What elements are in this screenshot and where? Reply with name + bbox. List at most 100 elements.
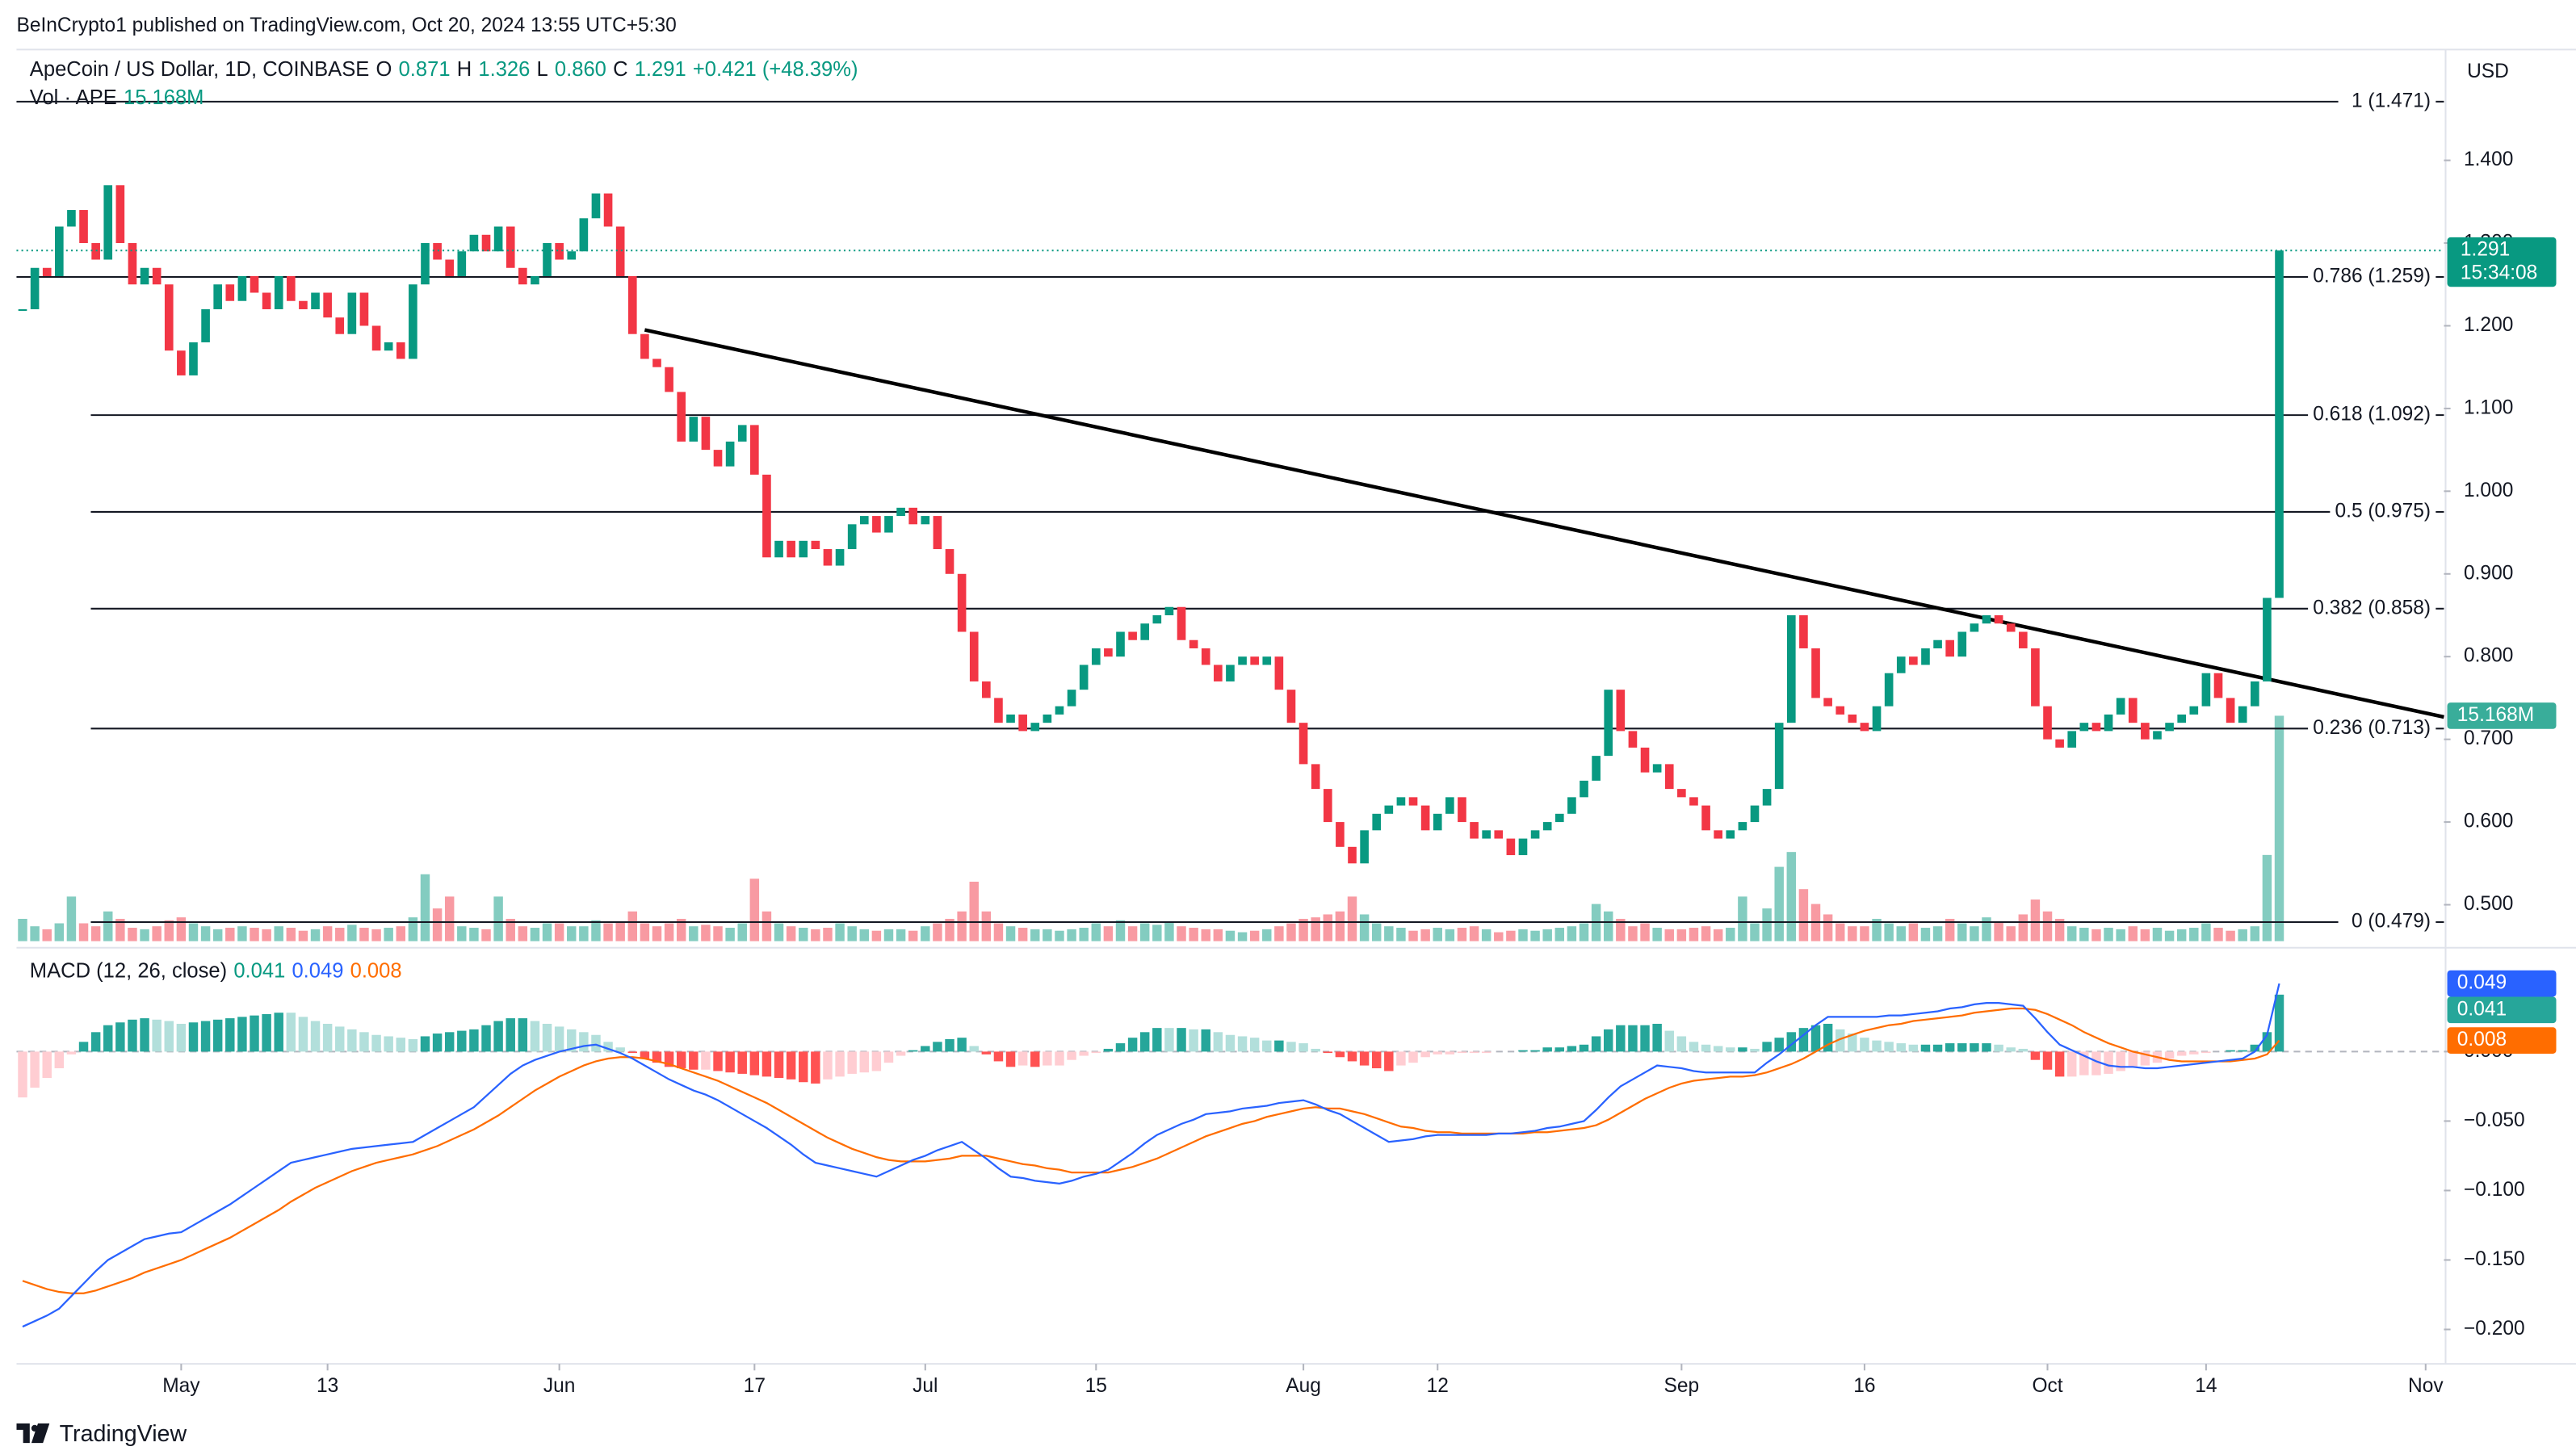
x-tick-label: Jun xyxy=(543,1375,576,1397)
macd-line xyxy=(22,983,2280,1328)
volume-bar xyxy=(54,923,65,941)
macd-histogram-bar xyxy=(1603,1029,1613,1052)
candle-body xyxy=(774,540,783,558)
candle-body xyxy=(1420,805,1430,831)
macd-histogram-bar xyxy=(481,1025,491,1052)
volume-bar xyxy=(1713,929,1723,941)
volume-bar xyxy=(1957,923,1967,941)
candle-body xyxy=(1262,656,1272,665)
y-tick-label: 1.400 xyxy=(2464,149,2513,170)
volume-bar xyxy=(2042,911,2053,941)
symbol-name: ApeCoin / US Dollar, 1D, COINBASE xyxy=(29,57,370,82)
candle-body xyxy=(994,698,1003,723)
candle-body xyxy=(2238,706,2247,723)
macd-layer xyxy=(16,983,2444,1328)
volume-bar xyxy=(896,929,906,941)
candle-body xyxy=(359,292,369,326)
volume-bar xyxy=(640,923,650,941)
candle-body xyxy=(1140,623,1150,640)
macd-signal-value: 0.008 xyxy=(350,959,402,983)
macd-histogram-bar xyxy=(1262,1040,1272,1052)
volume-bar xyxy=(2116,929,2125,941)
volume-bar xyxy=(957,911,967,941)
currency-button[interactable]: USD xyxy=(2467,59,2509,83)
macd-histogram-bar xyxy=(1177,1028,1186,1052)
macd-histogram-bar xyxy=(579,1032,589,1052)
macd-histogram-bar xyxy=(1518,1050,1528,1052)
macd-histogram-bar xyxy=(262,1013,271,1052)
volume-bar xyxy=(2140,929,2150,941)
y-tick-label: 1.100 xyxy=(2464,396,2513,418)
candle-body xyxy=(1445,797,1454,814)
macd-histogram-bar xyxy=(2079,1051,2089,1076)
macd-histogram-bar xyxy=(335,1026,345,1052)
volume-bar xyxy=(1494,932,1504,941)
candle-body xyxy=(201,308,210,342)
candle-body xyxy=(603,193,613,227)
candle-body xyxy=(1689,797,1698,806)
volume-legend: Vol · APE 15.168M xyxy=(30,86,204,109)
fib-level-label: 0.5 (0.975) xyxy=(2335,500,2431,522)
volume-bar xyxy=(2213,928,2223,941)
y-tick-label: 0.500 xyxy=(2464,893,2513,915)
candle-body xyxy=(2128,698,2138,723)
candle-body xyxy=(762,474,771,558)
y-tick-label: 0.900 xyxy=(2464,562,2513,584)
macd-histogram-bar xyxy=(518,1018,528,1052)
ohlc-value: 1.291 xyxy=(634,57,686,82)
macd-histogram-bar xyxy=(115,1022,125,1052)
volume-bar xyxy=(2189,928,2199,941)
volume-bar xyxy=(749,878,760,941)
macd-histogram-bar xyxy=(384,1036,393,1052)
candle-body xyxy=(579,218,589,252)
candle-body xyxy=(1043,714,1052,723)
macd-legend: MACD (12, 26, close) 0.041 0.049 0.008 xyxy=(30,959,402,983)
candle-body xyxy=(1580,780,1588,798)
candle-body xyxy=(957,573,967,632)
volume-bar xyxy=(1017,928,1028,941)
candle-body xyxy=(2055,739,2064,748)
candle-body xyxy=(1567,797,1576,814)
macd-histogram-bar xyxy=(1420,1051,1430,1058)
fib-label-bg xyxy=(2308,715,2436,740)
macd-histogram-bar xyxy=(1298,1043,1308,1052)
candle-body xyxy=(1018,714,1027,732)
brand-logo[interactable]: TradingView xyxy=(16,1420,187,1446)
macd-histogram-bar xyxy=(749,1051,760,1076)
candle-body xyxy=(1896,656,1906,673)
candle-body xyxy=(884,516,893,533)
volume-bar xyxy=(225,928,235,941)
macd-hist-value: 0.041 xyxy=(233,959,286,983)
macd-histogram-bar xyxy=(2250,1044,2260,1052)
volume-bar xyxy=(140,929,149,941)
macd-histogram-bar xyxy=(176,1023,187,1052)
macd-histogram-bar xyxy=(1957,1043,1967,1052)
candle-body xyxy=(1384,805,1394,814)
volume-bar xyxy=(335,928,345,941)
volume-bar xyxy=(1067,929,1076,941)
candle-body xyxy=(140,267,149,285)
volume-bar xyxy=(1932,926,1943,941)
volume-bar xyxy=(945,918,954,941)
candle-body xyxy=(2091,723,2101,732)
volume-bar xyxy=(871,930,882,941)
macd-histogram-bar xyxy=(78,1042,89,1052)
candle-body xyxy=(591,193,601,219)
candle-body xyxy=(115,185,125,244)
macd-histogram-bar xyxy=(1017,1051,1028,1066)
macd-histogram-bar xyxy=(1945,1043,1955,1052)
volume-bar xyxy=(1213,929,1223,941)
volume-bar xyxy=(1896,926,1906,941)
volume-bar xyxy=(1676,929,1687,941)
fib-label-bg xyxy=(2308,263,2436,289)
candle-body xyxy=(799,540,808,558)
volume-bar xyxy=(1030,929,1040,941)
candle-body xyxy=(1274,656,1284,690)
candle-body xyxy=(1921,648,1930,665)
volume-bar xyxy=(591,920,601,941)
macd-histogram-bar xyxy=(1591,1036,1601,1052)
ohlc-value: 1.326 xyxy=(478,57,531,82)
macd-histogram-bar xyxy=(2226,1050,2235,1052)
volume-bar xyxy=(1408,930,1418,941)
candle-body xyxy=(1286,690,1296,723)
